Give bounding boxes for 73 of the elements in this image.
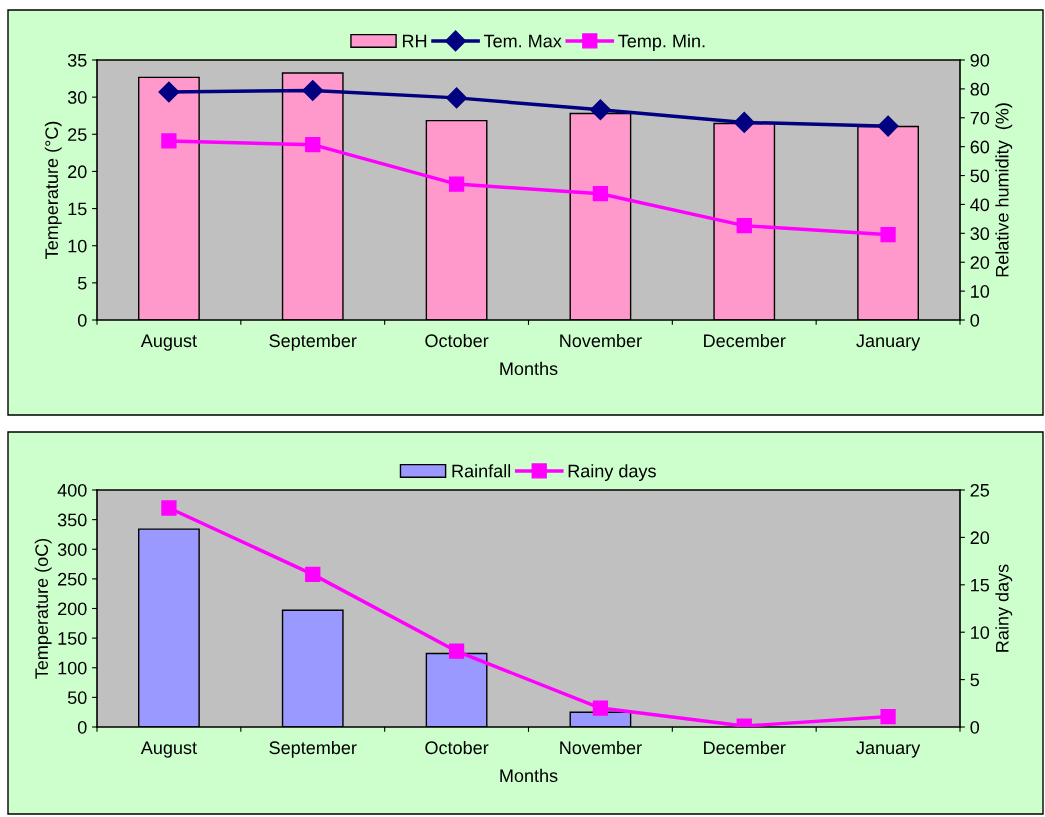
point: [592, 186, 609, 202]
x-tick-label: January: [856, 334, 921, 351]
y-tick-label: 10: [68, 239, 87, 253]
y-tick-label: 5: [77, 276, 87, 290]
y2-tick-label: 20: [970, 256, 990, 269]
y-tick-label: 0: [77, 313, 87, 327]
y2-axis-title: Rainy days: [995, 564, 1013, 652]
y-tick-label: 35: [67, 53, 87, 67]
y-tick-label: 400: [57, 483, 87, 497]
y2-tick-label: 70: [970, 111, 990, 125]
y-tick-label: 300: [57, 543, 87, 556]
y-axis-title: Temperature (oC): [34, 538, 52, 679]
y-tick-label: 50: [67, 691, 87, 705]
y2-tick-label: 15: [971, 578, 990, 592]
y2-tick-label: 10: [971, 626, 990, 639]
point: [877, 115, 899, 137]
x-tick-label: September: [269, 740, 357, 758]
x-tick-label: December: [704, 333, 786, 348]
x-tick-label: August: [140, 741, 197, 758]
legend-label: RH: [402, 34, 427, 48]
point: [733, 111, 755, 133]
y2-tick-label: 0: [970, 313, 980, 327]
y-tick-label: 350: [57, 513, 87, 527]
y2-tick-label: 80: [970, 82, 990, 96]
point: [589, 99, 611, 121]
y2-tick-label: 90: [970, 53, 990, 67]
point: [448, 176, 465, 192]
y-tick-label: 0: [77, 720, 87, 734]
point: [592, 700, 609, 716]
y2-tick-label: 5: [970, 673, 980, 687]
y-tick-label: 150: [58, 632, 87, 645]
x-tick-label: October: [425, 740, 489, 755]
y-tick-label: 200: [58, 602, 87, 616]
y2-tick-label: 60: [970, 140, 990, 154]
legend-label: Rainfall: [452, 464, 511, 478]
x-tick-label: October: [425, 333, 489, 348]
point: [446, 87, 468, 109]
y2-axis-title: Relative humidity (%): [995, 103, 1013, 277]
point: [302, 79, 324, 101]
y2-tick-label: 25: [970, 483, 990, 497]
x-tick-label: December: [704, 740, 786, 755]
point: [305, 137, 321, 153]
x-tick-label: November: [560, 333, 642, 348]
y-axis-title: Temperature (°C): [44, 121, 62, 259]
x-tick-label: September: [269, 333, 357, 351]
point: [158, 81, 180, 103]
point: [161, 133, 177, 149]
y-tick-label: 25: [68, 128, 87, 142]
point: [305, 566, 321, 583]
point: [880, 226, 896, 243]
y-tick-label: 30: [67, 91, 87, 104]
x-tick-label: January: [856, 741, 921, 758]
x-axis-title: Months: [500, 361, 558, 376]
y-tick-label: 15: [68, 202, 87, 216]
y-tick-label: 20: [68, 165, 87, 179]
x-tick-label: August: [140, 334, 197, 351]
x-tick-label: November: [560, 740, 642, 755]
point: [736, 218, 752, 234]
y2-tick-label: 10: [971, 285, 990, 298]
y-tick-label: 250: [58, 572, 87, 586]
y2-tick-label: 30: [970, 227, 990, 241]
y-tick-label: 100: [58, 661, 87, 675]
y2-tick-label: 20: [970, 531, 990, 545]
legend-label: Rainy days: [568, 464, 656, 481]
legend-label: Tem. Max: [483, 34, 562, 48]
y2-tick-label: 0: [970, 720, 980, 734]
y2-tick-label: 40: [970, 198, 990, 212]
point: [880, 708, 896, 725]
point: [448, 643, 465, 659]
y2-tick-label: 50: [970, 169, 990, 183]
x-axis-title: Months: [500, 768, 558, 783]
legend-label: Temp. Min.: [618, 34, 705, 51]
point: [161, 500, 177, 516]
